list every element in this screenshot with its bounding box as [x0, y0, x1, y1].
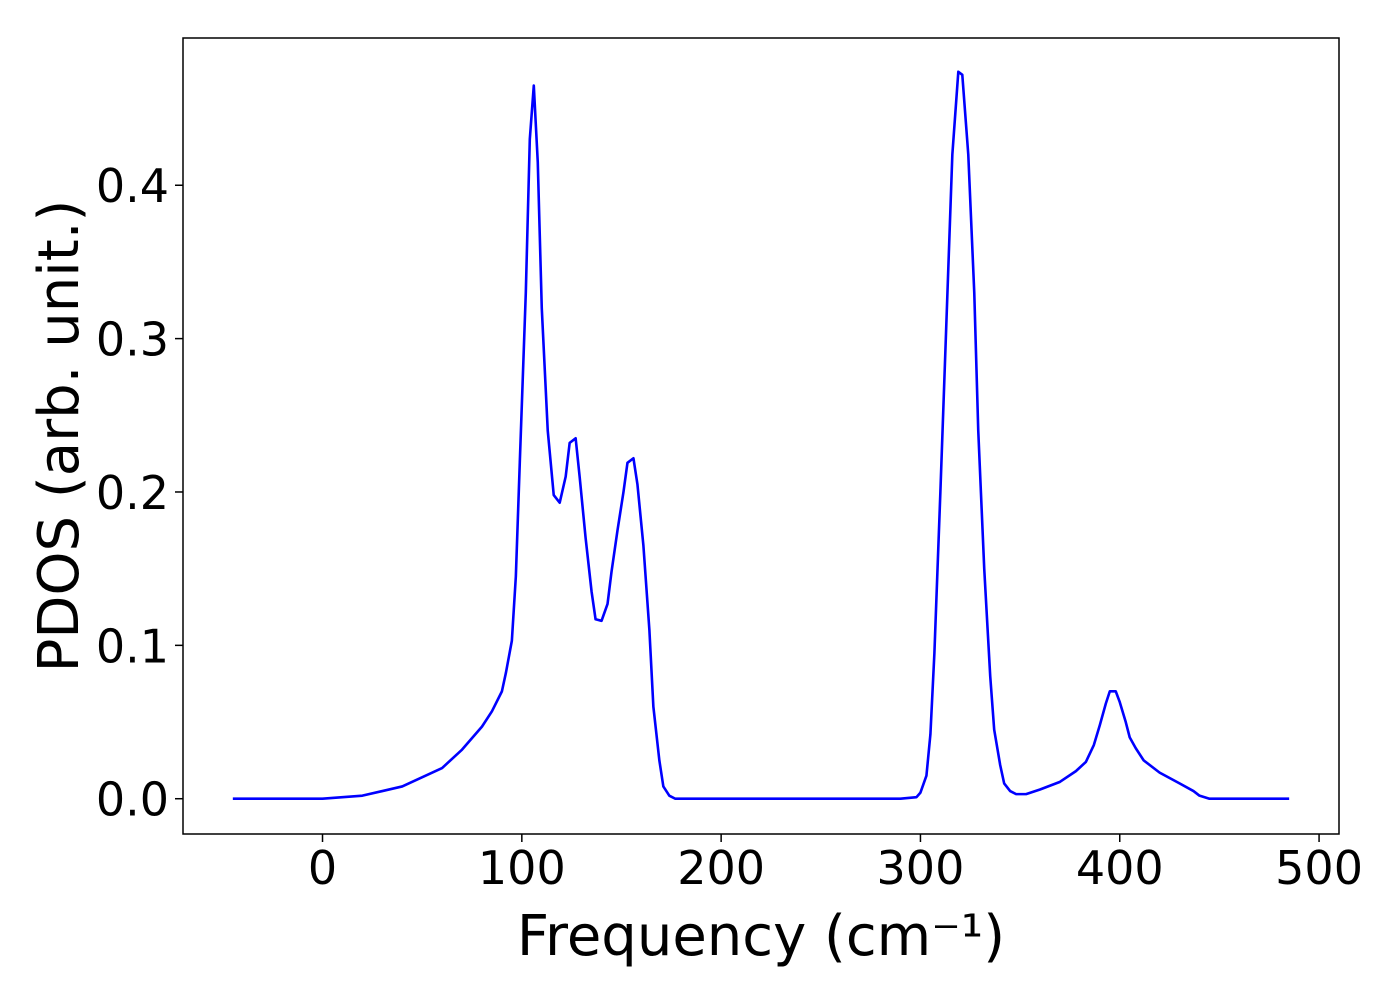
x-axis-label: Frequency (cm⁻¹)	[517, 904, 1005, 969]
plot-frame	[182, 37, 1340, 835]
y-tick-label: 0.0	[96, 773, 169, 827]
x-tick-label: 100	[478, 841, 566, 895]
y-tick-label: 0.2	[96, 466, 169, 520]
x-tick-label: 500	[1275, 841, 1363, 895]
x-tick-label: 400	[1076, 841, 1164, 895]
y-axis-label: PDOS (arb. unit.)	[27, 200, 92, 673]
line-series	[232, 70, 1290, 801]
y-tick-label: 0.4	[96, 159, 169, 213]
x-tick-label: 0	[308, 841, 337, 895]
x-tick-label: 200	[677, 841, 765, 895]
y-tick-label: 0.1	[96, 619, 169, 673]
y-tick-label: 0.3	[96, 313, 169, 367]
x-tick-label: 300	[877, 841, 965, 895]
